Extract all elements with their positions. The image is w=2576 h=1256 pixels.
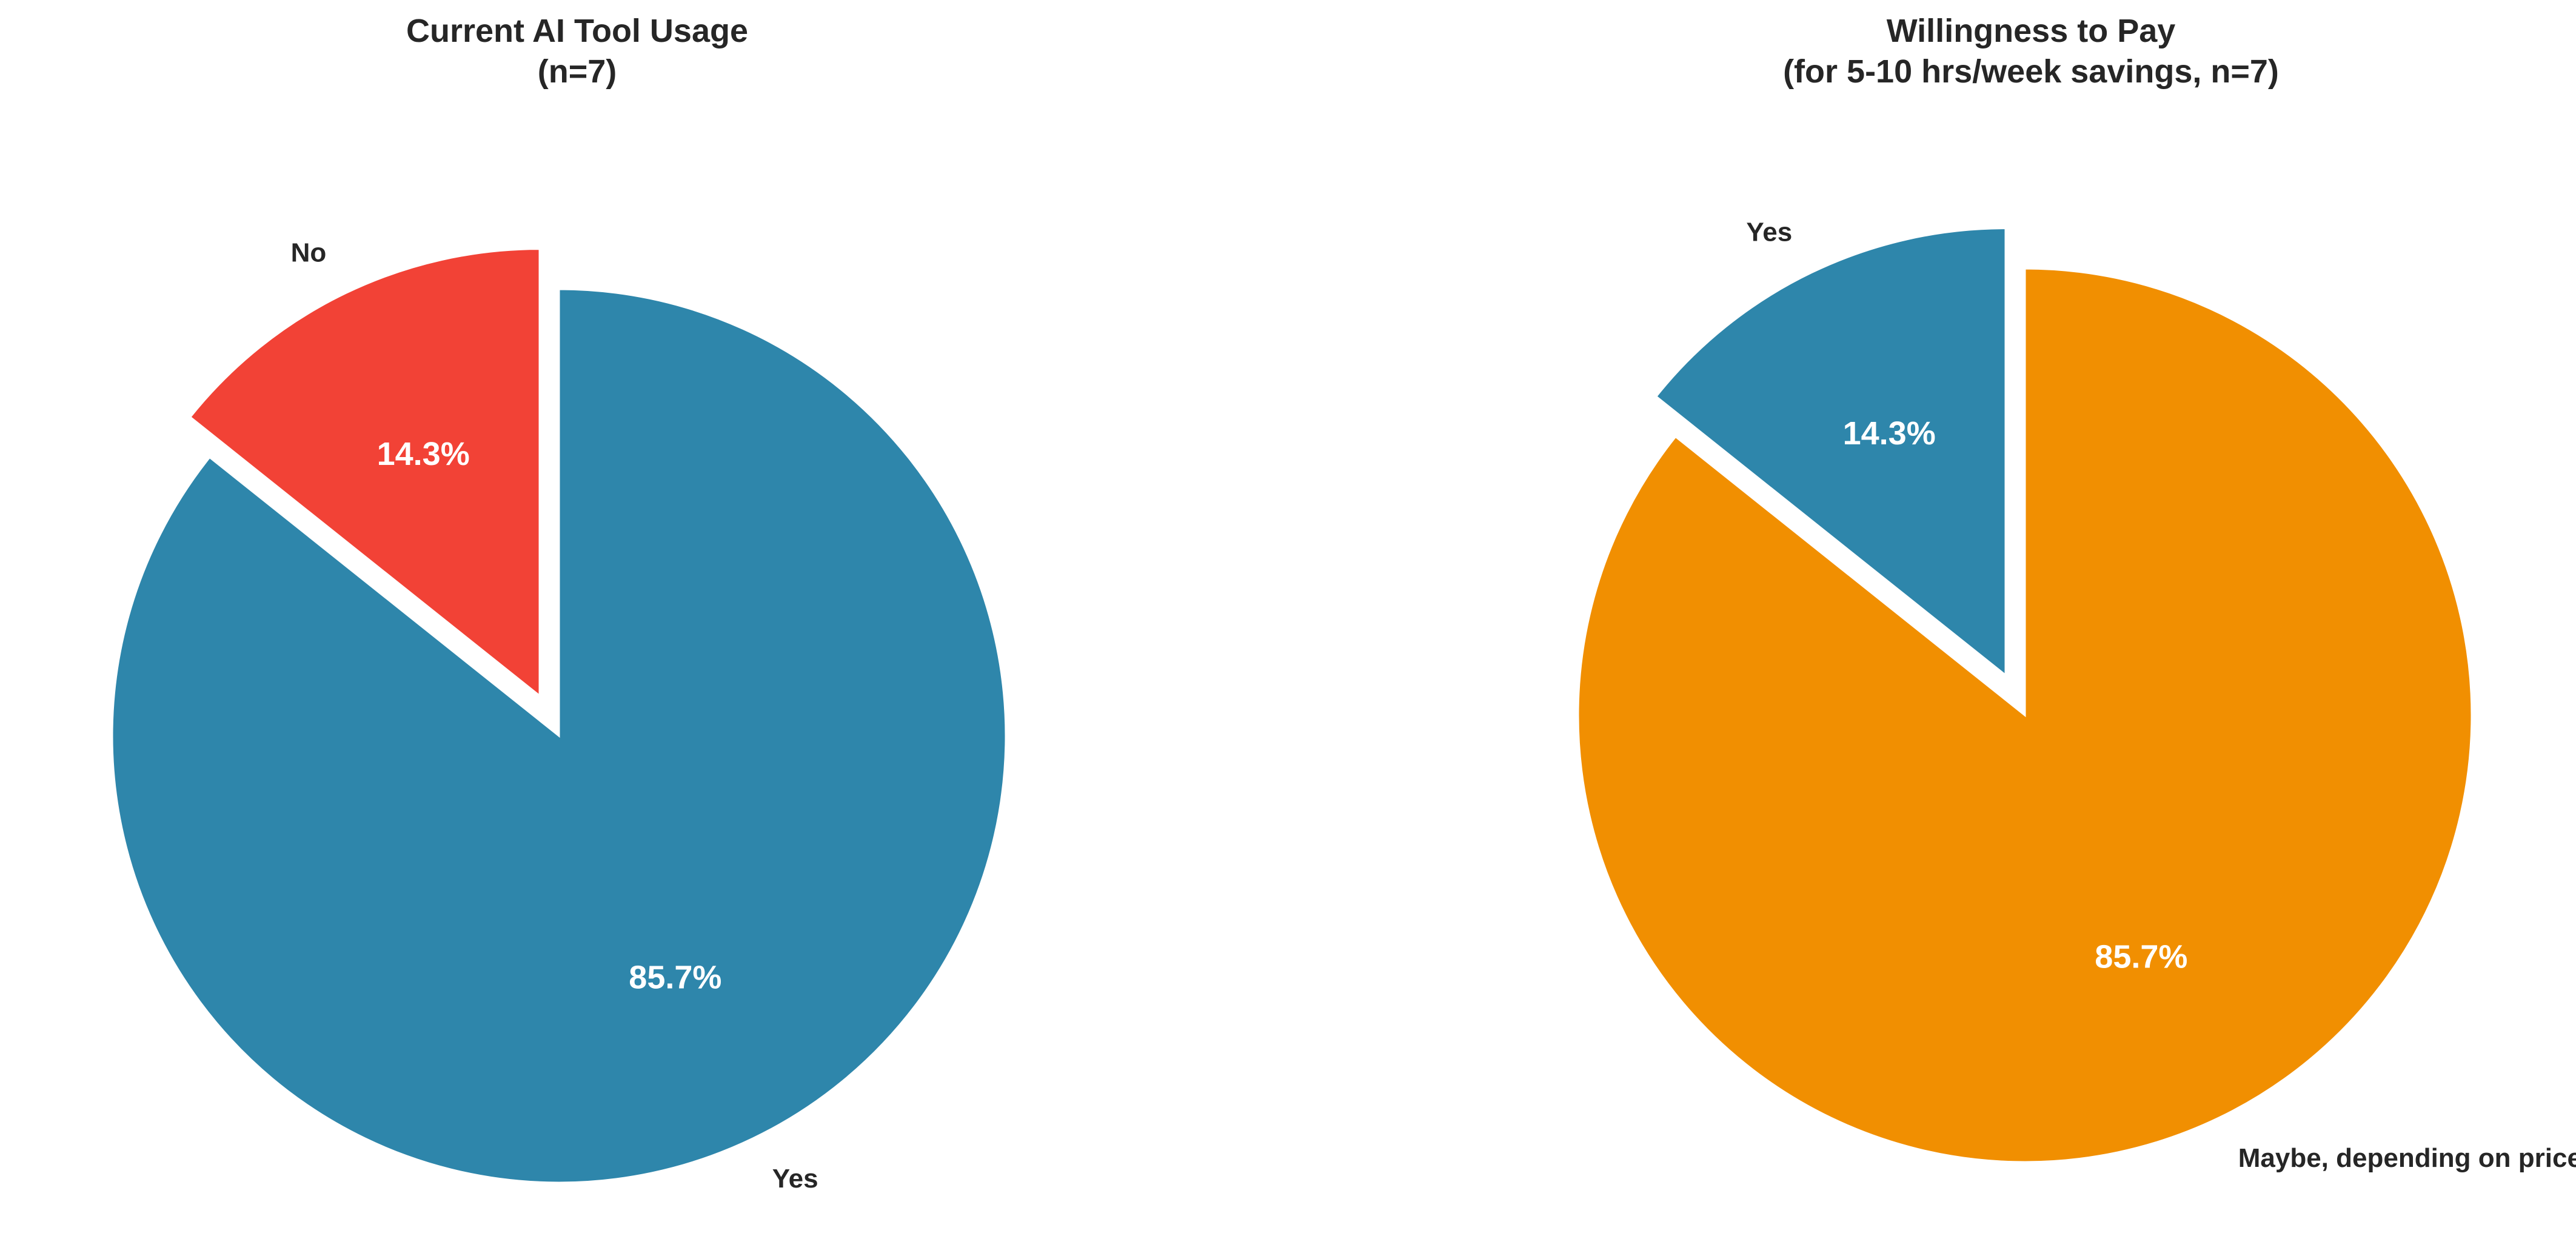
- willingness-to-pay-chart: Willingness to Pay (for 5-10 hrs/week sa…: [1577, 13, 2576, 1173]
- slice-category-label: Maybe, depending on price: [2238, 1143, 2576, 1173]
- ai-tool-usage-chart: Current AI Tool Usage (n=7) 85.7% Yes 14.3…: [111, 13, 1007, 1194]
- slice-percent-label: 85.7%: [629, 959, 721, 995]
- chart-subtitle: (n=7): [538, 53, 617, 90]
- slice-percent-label: 14.3%: [377, 436, 470, 472]
- pie-slices: 85.7% Yes 14.3% No: [111, 238, 1007, 1194]
- pie-slices: 85.7% Maybe, depending on price 14.3% Yes: [1577, 218, 2576, 1173]
- pie-slice-no: [189, 248, 541, 698]
- slice-percent-label: 14.3%: [1843, 415, 1936, 452]
- slice-percent-label: 85.7%: [2095, 938, 2187, 975]
- pie-slice-yes: [1654, 227, 2007, 677]
- chart-title: Current AI Tool Usage: [406, 13, 748, 49]
- chart-subtitle: (for 5-10 hrs/week savings, n=7): [1783, 53, 2279, 90]
- pie-slice-maybe-depending-on-price: [1577, 267, 2473, 1163]
- slice-category-label: Yes: [772, 1164, 818, 1194]
- pie-slice-yes: [111, 288, 1007, 1184]
- slice-category-label: Yes: [1746, 218, 1792, 247]
- slice-category-label: No: [291, 238, 327, 268]
- chart-title: Willingness to Pay: [1887, 13, 2176, 49]
